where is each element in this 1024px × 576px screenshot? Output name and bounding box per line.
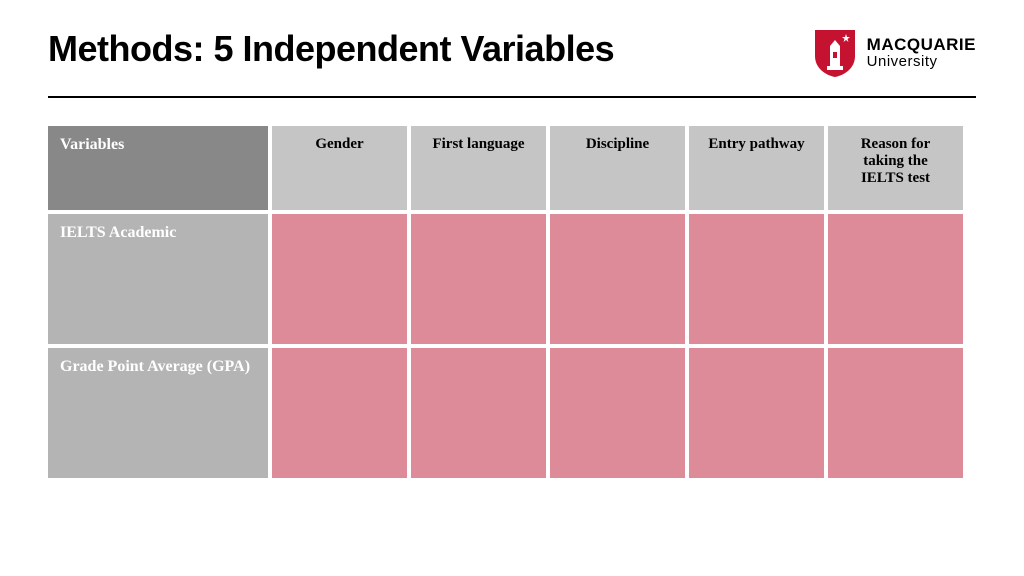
table-cell — [411, 348, 546, 478]
table-cell — [828, 348, 963, 478]
slide: Methods: 5 Independent Variables MACQUAR… — [0, 0, 1024, 576]
table-cell — [272, 214, 407, 344]
col-header-reason: Reason for taking the IELTS test — [828, 126, 963, 210]
table-cell — [689, 214, 824, 344]
col-header-entry-pathway: Entry pathway — [689, 126, 824, 210]
variables-table: Variables Gender First language Discipli… — [48, 126, 976, 478]
university-logo: MACQUARIE University — [813, 28, 976, 78]
table-cell — [411, 214, 546, 344]
col-header-first-language: First language — [411, 126, 546, 210]
table-cell — [550, 214, 685, 344]
logo-line1: MACQUARIE — [867, 36, 976, 54]
row-header-ielts: IELTS Academic — [48, 214, 268, 344]
logo-text: MACQUARIE University — [867, 36, 976, 70]
slide-header: Methods: 5 Independent Variables MACQUAR… — [48, 28, 976, 98]
table-corner-header: Variables — [48, 126, 268, 210]
shield-icon — [813, 28, 857, 78]
row-header-gpa: Grade Point Average (GPA) — [48, 348, 268, 478]
logo-line2: University — [867, 54, 976, 70]
page-title: Methods: 5 Independent Variables — [48, 28, 614, 70]
col-header-discipline: Discipline — [550, 126, 685, 210]
col-header-gender: Gender — [272, 126, 407, 210]
table-cell — [550, 348, 685, 478]
table-cell — [689, 348, 824, 478]
table-cell — [272, 348, 407, 478]
table-cell — [828, 214, 963, 344]
